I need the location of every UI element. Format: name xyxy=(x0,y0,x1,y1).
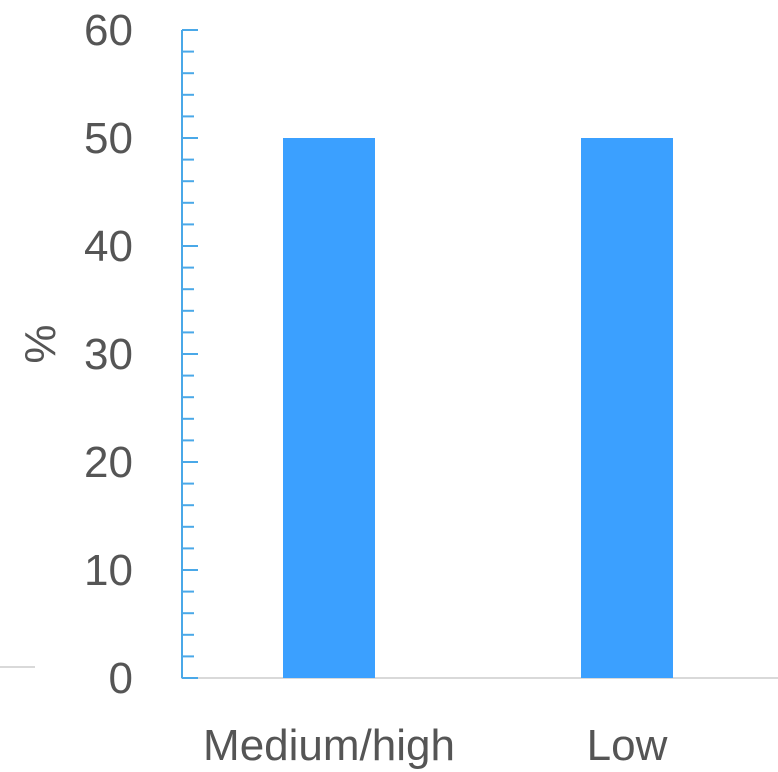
y-tick-label: 40 xyxy=(84,222,133,271)
bars xyxy=(283,138,673,678)
y-tick-label: 0 xyxy=(109,654,133,703)
y-tick-label: 50 xyxy=(84,114,133,163)
y-axis-title: % xyxy=(16,324,65,363)
y-tick-label: 60 xyxy=(84,6,133,55)
y-tick-label: 20 xyxy=(84,438,133,487)
x-axis-tick-labels: Medium/high Low xyxy=(203,721,668,770)
y-axis-ticks xyxy=(182,29,198,679)
bar xyxy=(581,138,673,678)
y-axis-tick-labels: 0 10 20 30 40 50 60 xyxy=(84,6,133,703)
x-tick-label: Low xyxy=(587,721,668,770)
y-tick-label: 30 xyxy=(84,330,133,379)
x-tick-label: Medium/high xyxy=(203,721,455,770)
bar xyxy=(283,138,375,678)
y-tick-label: 10 xyxy=(84,546,133,595)
